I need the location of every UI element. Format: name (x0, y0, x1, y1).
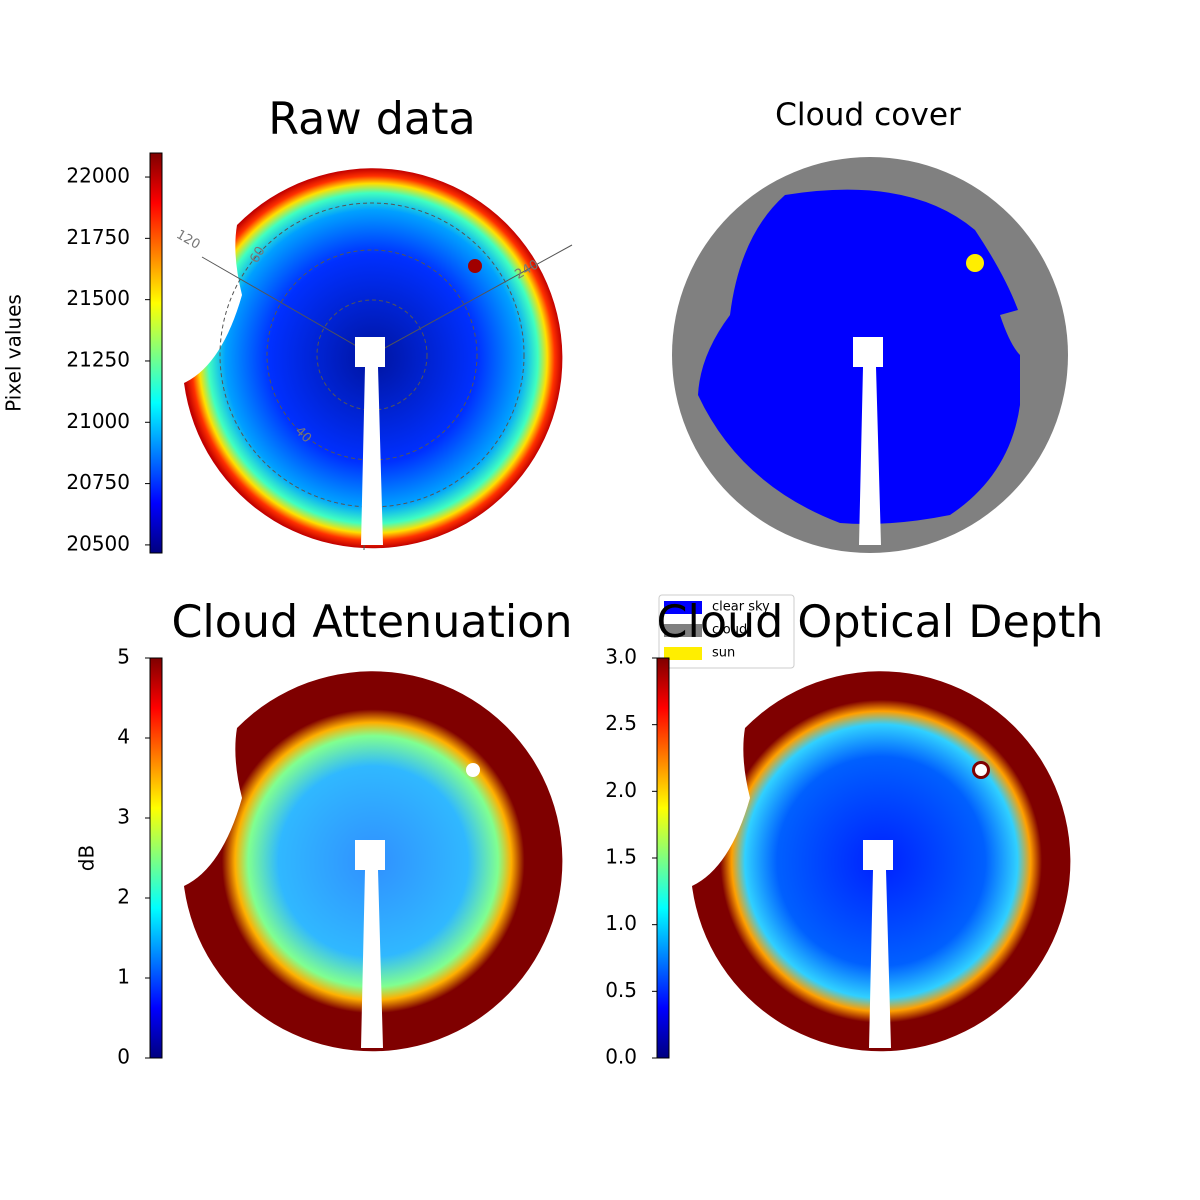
y-tick-label: 1.5 (605, 845, 637, 869)
polar-annotation: 120 (173, 227, 202, 252)
y-tick-label: 4 (117, 725, 130, 749)
y-tick-label: 21250 (66, 347, 130, 371)
cloud-cover-image (672, 157, 1068, 563)
y-tick-label: 1.0 (605, 911, 637, 935)
attenuation-image (184, 671, 563, 1052)
legend-swatch (664, 647, 702, 660)
y-tick-label: 2.0 (605, 778, 637, 802)
colorbar (149, 152, 163, 554)
legend-label: sun (712, 646, 735, 661)
y-tick-label: 3.0 (605, 645, 637, 669)
legend-swatch (664, 601, 702, 614)
colorbar (149, 657, 163, 1059)
y-axis-label: Pixel values (2, 294, 26, 412)
y-tick-label: 0.0 (605, 1045, 637, 1069)
legend-label: cloud (712, 623, 747, 638)
y-tick-label: 20500 (66, 531, 130, 555)
y-axis-label: dB (75, 845, 99, 871)
legend-label: clear sky (712, 600, 770, 615)
y-tick-label: 3 (117, 805, 130, 829)
y-tick-label: 2.5 (605, 711, 637, 735)
panel-title: Cloud Optical Depth (656, 597, 1103, 648)
y-tick-label: 0.5 (605, 978, 637, 1002)
legend-swatch (664, 624, 702, 637)
y-tick-label: 5 (117, 645, 130, 669)
y-tick-label: 22000 (66, 164, 130, 188)
polar-annotation: 60 (247, 244, 268, 266)
raw-image (184, 168, 573, 551)
y-tick-label: 21500 (66, 286, 130, 310)
y-tick-label: 21000 (66, 409, 130, 433)
optical-depth-image (692, 671, 1071, 1052)
panel-title: Cloud Attenuation (171, 597, 572, 648)
y-tick-label: 1 (117, 965, 130, 989)
colorbar (656, 657, 670, 1059)
y-tick-label: 2 (117, 885, 130, 909)
y-tick-label: 21750 (66, 225, 130, 249)
panel-title: Cloud cover (775, 97, 961, 133)
y-tick-label: 0 (117, 1045, 130, 1069)
y-tick-label: 20750 (66, 470, 130, 494)
panel-title: Raw data (268, 94, 475, 145)
